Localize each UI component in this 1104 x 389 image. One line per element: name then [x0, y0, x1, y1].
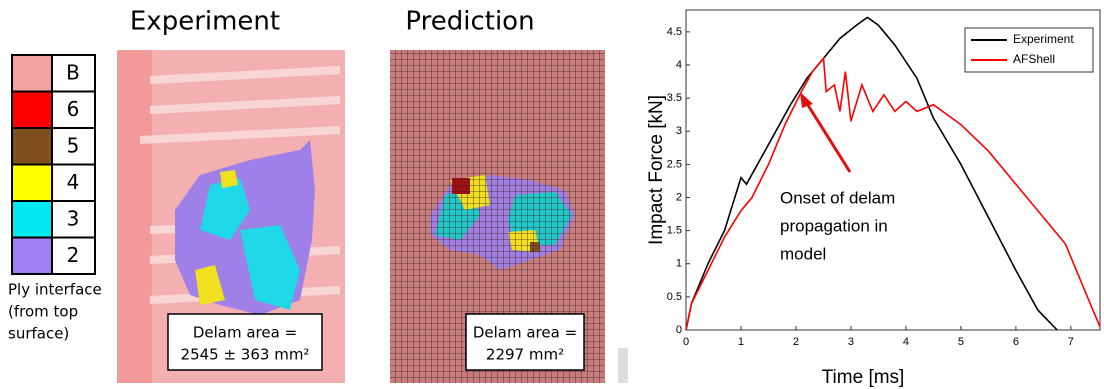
legend-swatch: [12, 201, 52, 238]
y-tick-label: 1: [676, 258, 682, 270]
y-tick-label: 3: [676, 125, 682, 137]
y-axis-label: Impact Force [kN]: [646, 95, 667, 245]
panel-title: Prediction: [405, 7, 534, 37]
annotation: model: [780, 244, 826, 263]
legend-label: AFShell: [1013, 52, 1055, 66]
legend-swatch: [12, 92, 52, 129]
legend-caption: Ply interface: [8, 281, 102, 299]
legend-label: 2: [67, 243, 80, 267]
area-label: Delam area =: [193, 324, 297, 342]
legend-caption: (from top: [8, 303, 78, 321]
y-tick-label: 4: [676, 59, 682, 71]
x-tick-label: 5: [958, 336, 964, 348]
annotation: Onset of delam: [780, 188, 895, 207]
area-label: 2297 mm²: [486, 346, 564, 364]
legend-swatch: [12, 165, 52, 202]
divider: [618, 348, 628, 383]
x-tick-label: 1: [738, 336, 744, 348]
x-tick-label: 2: [793, 336, 799, 348]
y-tick-label: 1.5: [667, 225, 682, 237]
ply-legend: B 6 5 4 3 2 Ply interface (from top surface): [8, 55, 102, 343]
y-tick-label: 0.5: [667, 291, 682, 303]
x-tick-label: 4: [903, 336, 909, 348]
legend-label: 3: [67, 207, 80, 231]
y-tick-label: 2.5: [667, 158, 682, 170]
legend-label: 4: [67, 170, 80, 194]
x-tick-label: 6: [1013, 336, 1019, 348]
x-tick-label: 7: [1068, 336, 1074, 348]
area-label: Delam area =: [473, 324, 577, 342]
y-tick-label: 2: [676, 191, 682, 203]
panel-title: Experiment: [130, 7, 280, 37]
legend-swatch: [12, 128, 52, 165]
legend-swatch: [12, 238, 52, 275]
legend-label: B: [66, 61, 80, 85]
annotation: propagation in: [780, 216, 888, 235]
legend-label: Experiment: [1013, 32, 1074, 46]
y-tick-label: 0: [676, 324, 682, 336]
x-tick-label: 0: [683, 336, 689, 348]
area-label: 2545 ± 363 mm²: [181, 346, 310, 364]
chart: 0 0.5 1 1.5 2 2.5 3 3.5 4 4.5 0 1 2 3 4 5 6 7 Time [ms] Imp…: [646, 10, 1100, 388]
y-tick-label: 4.5: [667, 26, 682, 38]
legend-label: 5: [67, 134, 80, 158]
x-axis-label: Time [ms]: [822, 367, 905, 388]
y-tick-label: 3.5: [667, 92, 682, 104]
legend-caption: surface): [8, 325, 69, 343]
legend-swatch: [12, 55, 52, 92]
figure: B 6 5 4 3 2 Ply interface (from top surface) Exp…: [0, 0, 1104, 389]
x-tick-label: 3: [848, 336, 854, 348]
legend-label: 6: [67, 97, 80, 121]
